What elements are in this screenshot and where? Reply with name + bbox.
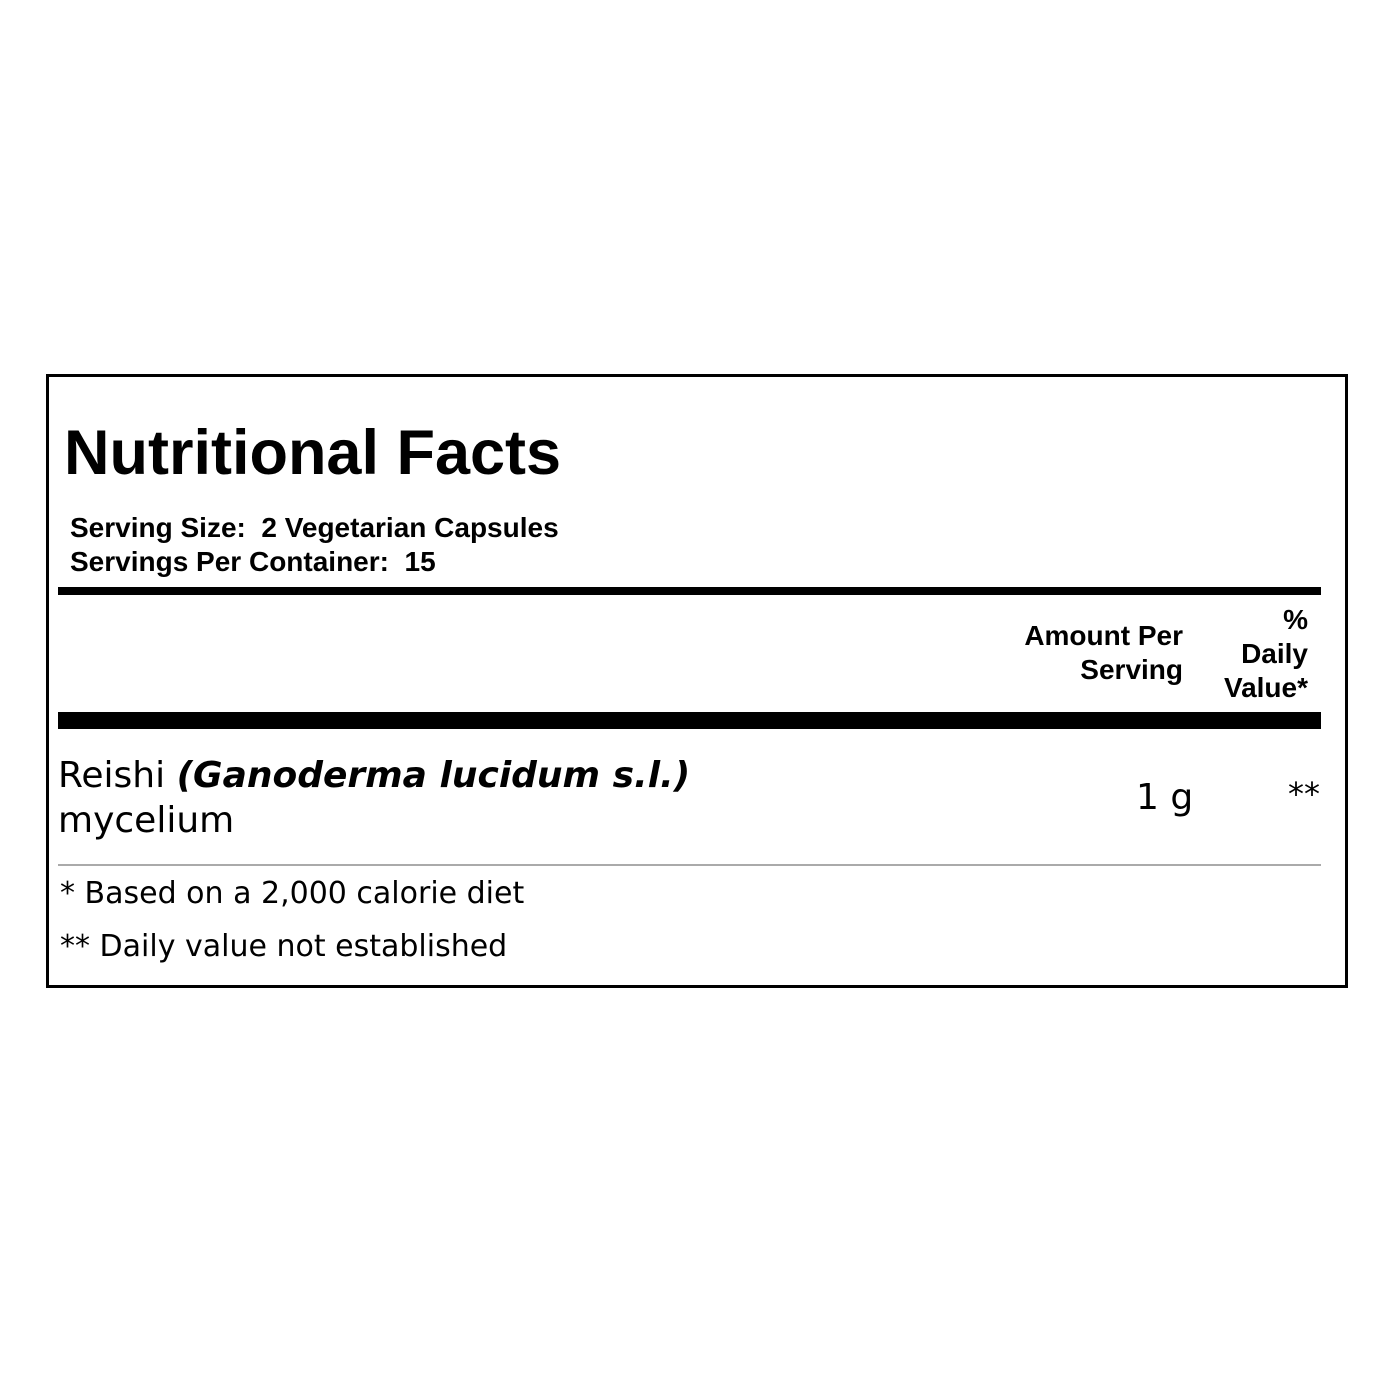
- rule: [58, 587, 1321, 595]
- ingredient-part: mycelium: [58, 800, 235, 841]
- label-box: [46, 374, 1348, 988]
- ingredient-latin: (Ganoderma lucidum s.l.): [176, 755, 691, 796]
- ingredient-row: Reishi (Ganoderma lucidum s.l.): [58, 758, 690, 794]
- serving-size: Serving Size: 2 Vegetarian Capsules: [70, 512, 559, 543]
- separator: [58, 864, 1321, 866]
- footnote: * Based on a 2,000 calorie diet: [60, 876, 525, 911]
- header-daily-value: %: [1283, 604, 1308, 635]
- rule: [58, 712, 1321, 729]
- ingredient-name: Reishi: [58, 755, 166, 796]
- ingredient-daily-value: **: [1288, 775, 1320, 813]
- title: Nutritional Facts: [64, 418, 562, 488]
- header-amount: Serving: [1080, 654, 1183, 685]
- servings-per-container: Servings Per Container: 15: [70, 546, 436, 577]
- header-daily-value: Daily: [1241, 638, 1308, 669]
- ingredient-amount: 1 g: [1136, 777, 1194, 818]
- header-daily-value: Value*: [1223, 672, 1308, 703]
- footnote: ** Daily value not established: [60, 929, 508, 964]
- header-amount: Amount Per: [1024, 620, 1183, 651]
